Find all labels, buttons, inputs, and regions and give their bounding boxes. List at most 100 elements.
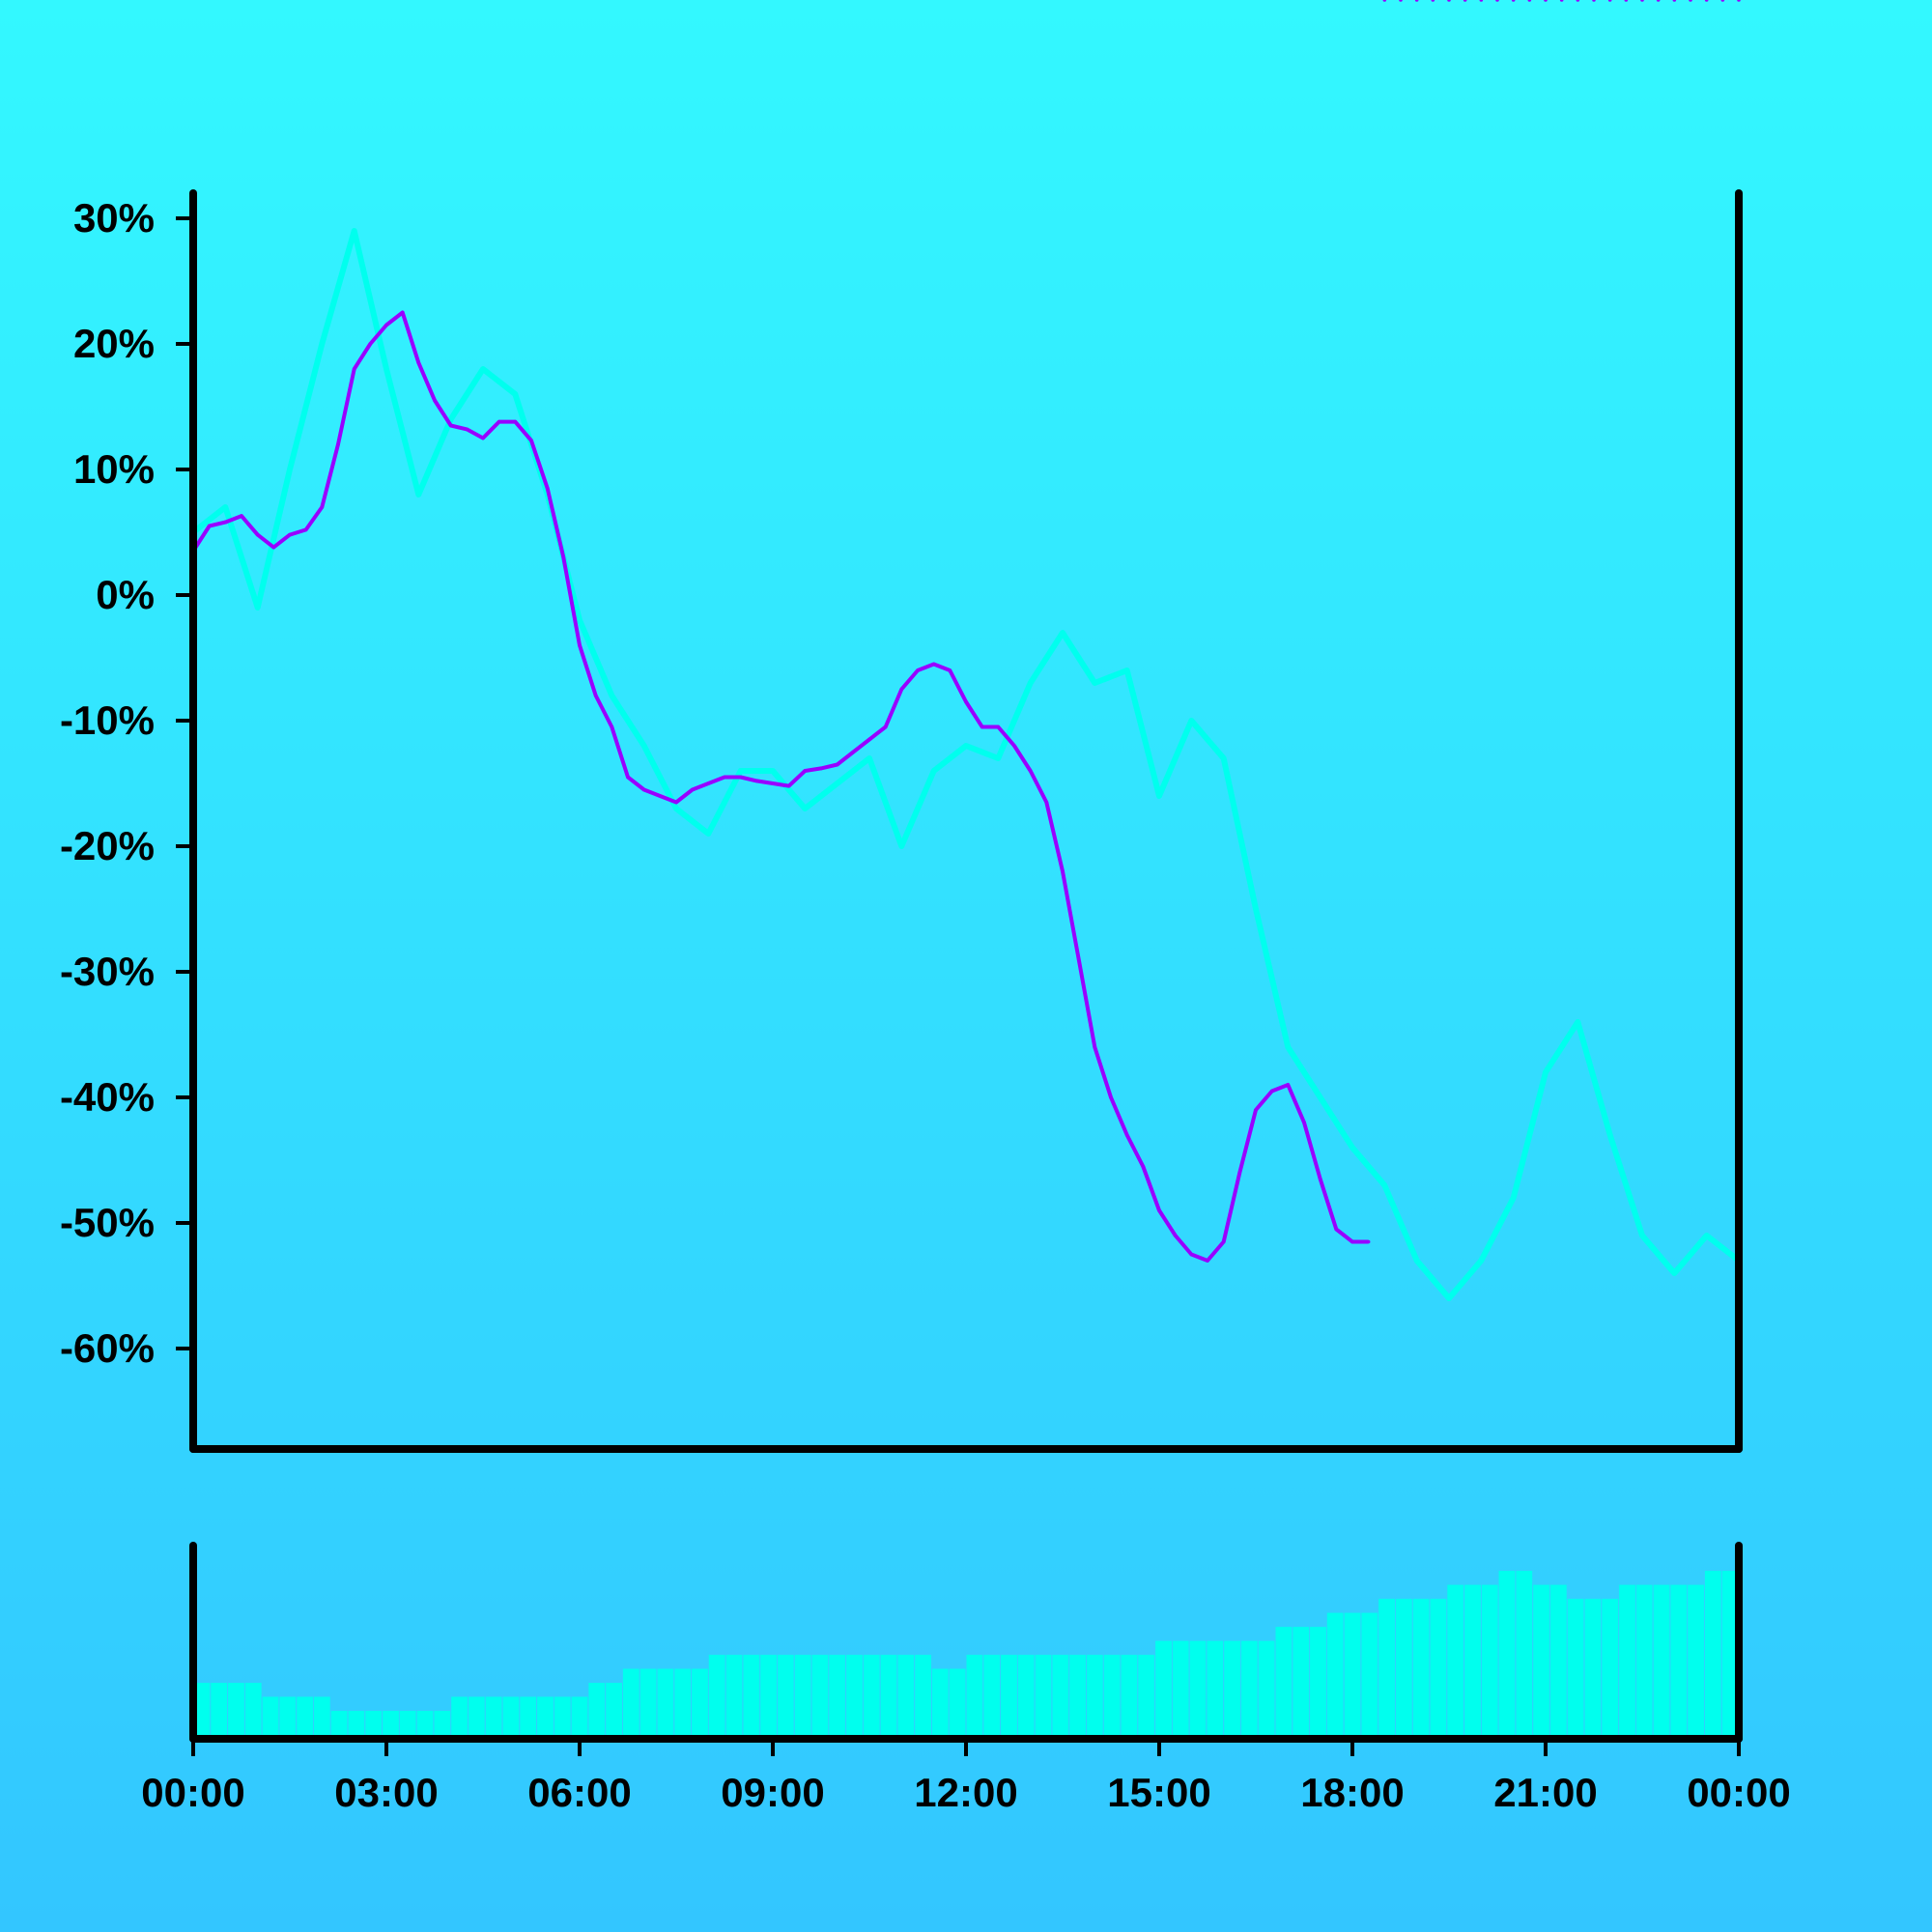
- raw-series-point: [1414, 1258, 1420, 1264]
- volume-bar: [1258, 1640, 1275, 1739]
- smoothed-series-point: [529, 439, 533, 442]
- raw-series-point: [287, 467, 293, 472]
- smoothed-series-point: [931, 662, 936, 667]
- y-axis-ticks: 30% 20% 10% 0% -10% -20% -30% -40% -50% -60%: [60, 195, 193, 1371]
- smoothed-series-point: [1656, 0, 1661, 2]
- smoothed-series-point: [1737, 0, 1741, 2]
- volume-bar: [1704, 1571, 1721, 1739]
- volume-bar: [211, 1683, 228, 1739]
- smoothed-series-point: [1189, 1252, 1194, 1257]
- volume-bar: [811, 1655, 829, 1739]
- smoothed-series-point: [899, 687, 904, 692]
- volume-bar: [1584, 1599, 1602, 1739]
- volume-bar: [725, 1655, 743, 1739]
- raw-series-point: [222, 504, 228, 510]
- smoothed-series-point: [223, 520, 228, 525]
- smoothed-series-point: [416, 360, 421, 365]
- smoothed-series-point: [1463, 0, 1467, 2]
- volume-bar: [829, 1655, 846, 1739]
- volume-bar: [743, 1655, 760, 1739]
- raw-series-point: [1188, 718, 1194, 724]
- smoothed-series-point: [723, 775, 726, 780]
- raw-series-point: [738, 768, 744, 774]
- smoothed-series-point: [1141, 1164, 1146, 1169]
- volume-bar: [863, 1655, 880, 1739]
- smoothed-series-point: [1366, 1239, 1371, 1244]
- volume-bar: [348, 1711, 365, 1739]
- volume-bar: [365, 1711, 383, 1739]
- price-chart-panel: 30% 20% 10% 0% -10% -20% -30% -40% -50% -60%: [60, 0, 1743, 1453]
- volume-bar: [1464, 1584, 1481, 1739]
- volume-bar: [1326, 1612, 1344, 1739]
- x-tick-label: 12:00: [914, 1770, 1017, 1815]
- volume-bar: [588, 1683, 606, 1739]
- smoothed-series-point: [1672, 0, 1677, 2]
- smoothed-series-point: [883, 724, 888, 729]
- volume-bar: [1378, 1599, 1395, 1739]
- volume-bar: [1567, 1599, 1584, 1739]
- smoothed-series-point: [626, 775, 630, 780]
- volume-bar: [1481, 1584, 1498, 1739]
- y-tick-label: 0%: [96, 572, 155, 617]
- smoothed-series-point: [1221, 1239, 1226, 1244]
- volume-bar: [1533, 1584, 1549, 1739]
- x-tick-label: 00:00: [141, 1770, 244, 1815]
- volume-bar: [262, 1696, 279, 1739]
- smoothed-series-point: [1157, 1208, 1161, 1212]
- x-tick-label: 00:00: [1687, 1770, 1790, 1815]
- volume-bar: [931, 1668, 949, 1739]
- smoothed-series-point: [786, 783, 791, 788]
- x-axis-ticks: 00:00 03:00 06:00 09:00 12:00 15:00 18:00 21:00…: [141, 1739, 1791, 1815]
- smoothed-series-point: [1414, 0, 1419, 2]
- raw-series-point: [1156, 793, 1162, 799]
- volume-bar: [485, 1696, 502, 1739]
- smoothed-series-point: [1576, 0, 1580, 2]
- smoothed-series-point: [1109, 1095, 1113, 1099]
- volume-bar: [1001, 1655, 1017, 1739]
- volume-bar: [1619, 1584, 1635, 1739]
- volume-bar: [794, 1655, 811, 1739]
- volume-bar: [383, 1711, 399, 1739]
- smoothed-series-point: [240, 514, 243, 518]
- smoothed-series-point: [610, 724, 614, 729]
- raw-series-point: [931, 768, 937, 774]
- raw-series-point: [641, 743, 647, 749]
- volume-chart-panel: 00:00 03:00 06:00 09:00 12:00 15:00 18:00 21:00…: [141, 1542, 1791, 1815]
- volume-bar: [1653, 1584, 1670, 1739]
- smoothed-series-point: [1044, 800, 1049, 805]
- volume-bar: [1069, 1655, 1086, 1739]
- raw-series-point: [384, 366, 389, 372]
- volume-bar: [502, 1696, 520, 1739]
- raw-series-point: [770, 768, 776, 774]
- raw-series-point: [835, 781, 840, 786]
- raw-series-point: [1511, 1195, 1517, 1201]
- smoothed-series-point: [1269, 1089, 1274, 1094]
- volume-bar: [1688, 1584, 1704, 1739]
- raw-series-point: [963, 743, 969, 749]
- smoothed-series-point: [1431, 0, 1435, 2]
- volume-bar: [228, 1683, 244, 1739]
- volume-bar: [193, 1683, 211, 1739]
- smoothed-series-point: [1093, 1045, 1097, 1049]
- raw-series-point: [1060, 630, 1065, 636]
- x-tick-label: 03:00: [334, 1770, 438, 1815]
- raw-series-point: [480, 366, 486, 372]
- volume-bar: [692, 1668, 708, 1739]
- smoothed-series-point: [271, 545, 276, 550]
- volume-bar: [708, 1655, 725, 1739]
- smoothed-series-point: [1720, 0, 1725, 2]
- volume-bar: [1017, 1655, 1035, 1739]
- smoothed-series-point: [1447, 0, 1451, 2]
- volume-bar: [1103, 1655, 1121, 1739]
- smoothed-series-point: [368, 342, 373, 346]
- smoothed-series-point: [1124, 1133, 1129, 1137]
- volume-bar: [1516, 1571, 1533, 1739]
- raw-series-point: [1221, 755, 1227, 761]
- smoothed-series-point: [352, 367, 356, 371]
- raw-series-point: [1543, 1069, 1548, 1075]
- smoothed-series-point: [754, 779, 759, 783]
- raw-series-point: [1285, 1044, 1291, 1050]
- volume-bar: [760, 1655, 777, 1739]
- smoothed-series-point: [1334, 1227, 1339, 1232]
- y-tick-label: 20%: [73, 321, 155, 366]
